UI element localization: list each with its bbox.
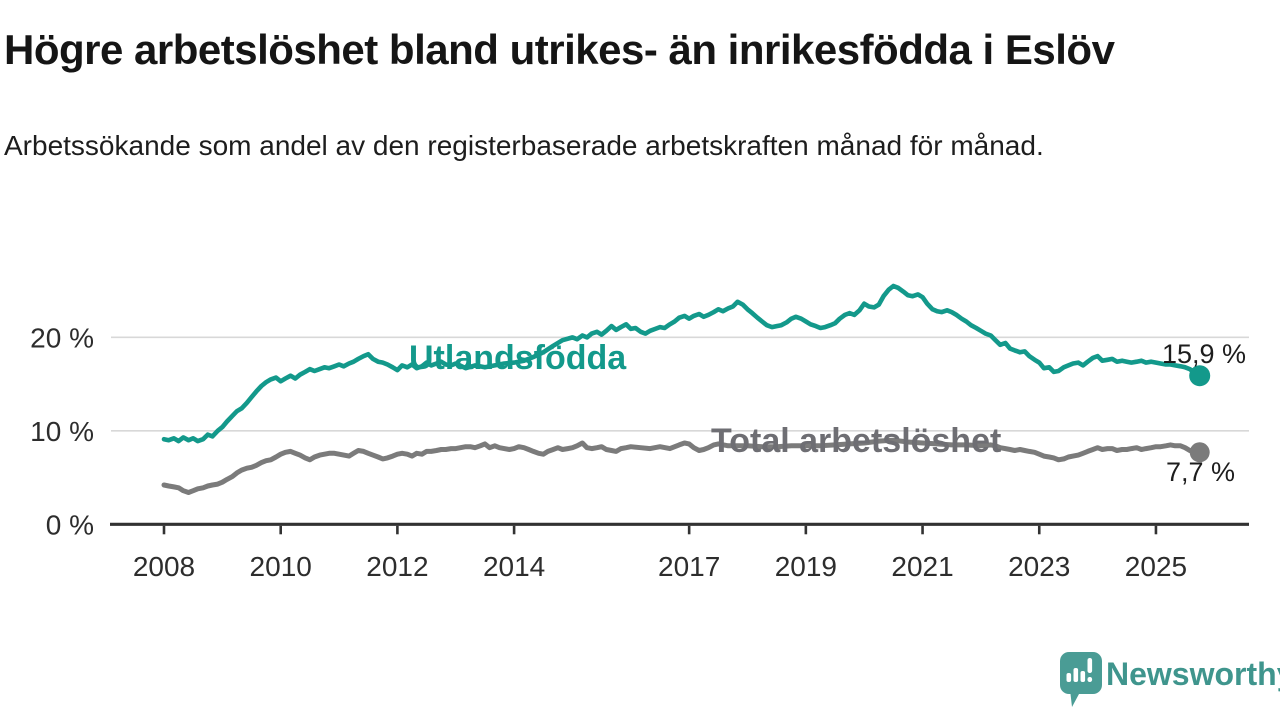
end-value-label-total: 7,7 % (1166, 457, 1236, 487)
x-tick-label: 2021 (891, 551, 953, 582)
x-tick-label: 2019 (775, 551, 837, 582)
series-label-total-arbetsloshet: Total arbetslöshet (711, 422, 1002, 460)
y-tick-label: 10 % (30, 416, 94, 447)
newsworthy-logo: Newsworthy (1056, 640, 1280, 707)
chart-subtitle: Arbetssökande som andel av den registerb… (4, 130, 1044, 161)
end-value-label-utlandsfodda: 15,9 % (1162, 339, 1247, 369)
x-tick-label: 2023 (1008, 551, 1070, 582)
x-tick-label: 2025 (1125, 551, 1187, 582)
y-tick-label: 20 % (30, 322, 94, 353)
series-endpoint-dot-total (1189, 442, 1210, 463)
y-tick-label: 0 % (46, 509, 94, 540)
series-line-utlandsfodda (161, 283, 1202, 444)
series-label-utlandsfodda: Utlandsfödda (409, 339, 627, 377)
x-tick-label: 2017 (658, 551, 720, 582)
x-tick-label: 2008 (133, 551, 195, 582)
x-tick-label: 2012 (366, 551, 428, 582)
newsworthy-logo-text: Newsworthy (1106, 656, 1280, 692)
series-endpoint-dot-utlandsfodda (1189, 365, 1211, 387)
x-tick-label: 2014 (483, 551, 545, 582)
page-title: Högre arbetslöshet bland utrikes- än inr… (4, 26, 1115, 73)
x-axis-tick-labels: 2008 2010 2012 2014 2017 2019 2021 2023 2025 (133, 551, 1187, 582)
gridlines (111, 336, 1249, 432)
x-axis-ticks (162, 525, 1158, 535)
y-axis-tick-labels: 0 % 10 % 20 % (30, 322, 94, 540)
series-line-total-arbetsloshet (161, 437, 1203, 495)
x-tick-label: 2010 (250, 551, 312, 582)
newsworthy-bubble-chart-icon (1060, 652, 1102, 707)
